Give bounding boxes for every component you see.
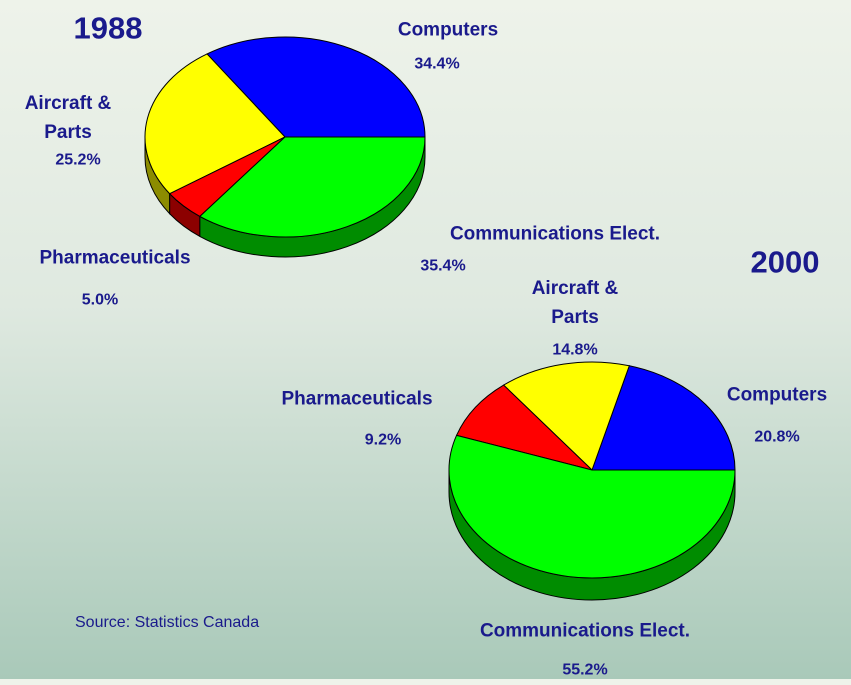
slice-value: 25.2% [55,151,101,169]
pie-slice [199,136,426,238]
slice-label: Computers [726,384,828,406]
slice-value: 14.8% [552,341,598,359]
slice-label: Aircraft & Parts [531,278,619,328]
slice-label: Aircraft & Parts [24,93,112,143]
slice-value: 55.2% [562,661,608,679]
pie-slice [206,36,426,138]
chart-title: 1988 [73,10,143,46]
slice-label: Pharmaceuticals [39,247,191,269]
slice-value: 34.4% [414,55,460,73]
slice-value: 35.4% [420,257,466,275]
pie-slice [144,53,286,195]
slice-label: Pharmaceuticals [281,388,433,410]
slice-value: 9.2% [364,431,402,449]
slice-label: Communications Elect. [449,223,661,245]
slice-value: 20.8% [754,428,800,446]
slice-label: Communications Elect. [479,620,691,642]
pie-slice [448,434,736,579]
pie-slice [455,384,594,471]
pie-slice [502,361,630,471]
slice-label: Computers [397,19,499,41]
pie-slice [591,365,736,471]
chart-title: 2000 [750,244,820,280]
slice-value: 5.0% [81,291,119,309]
source: Source: Statistics Canada [75,614,260,631]
